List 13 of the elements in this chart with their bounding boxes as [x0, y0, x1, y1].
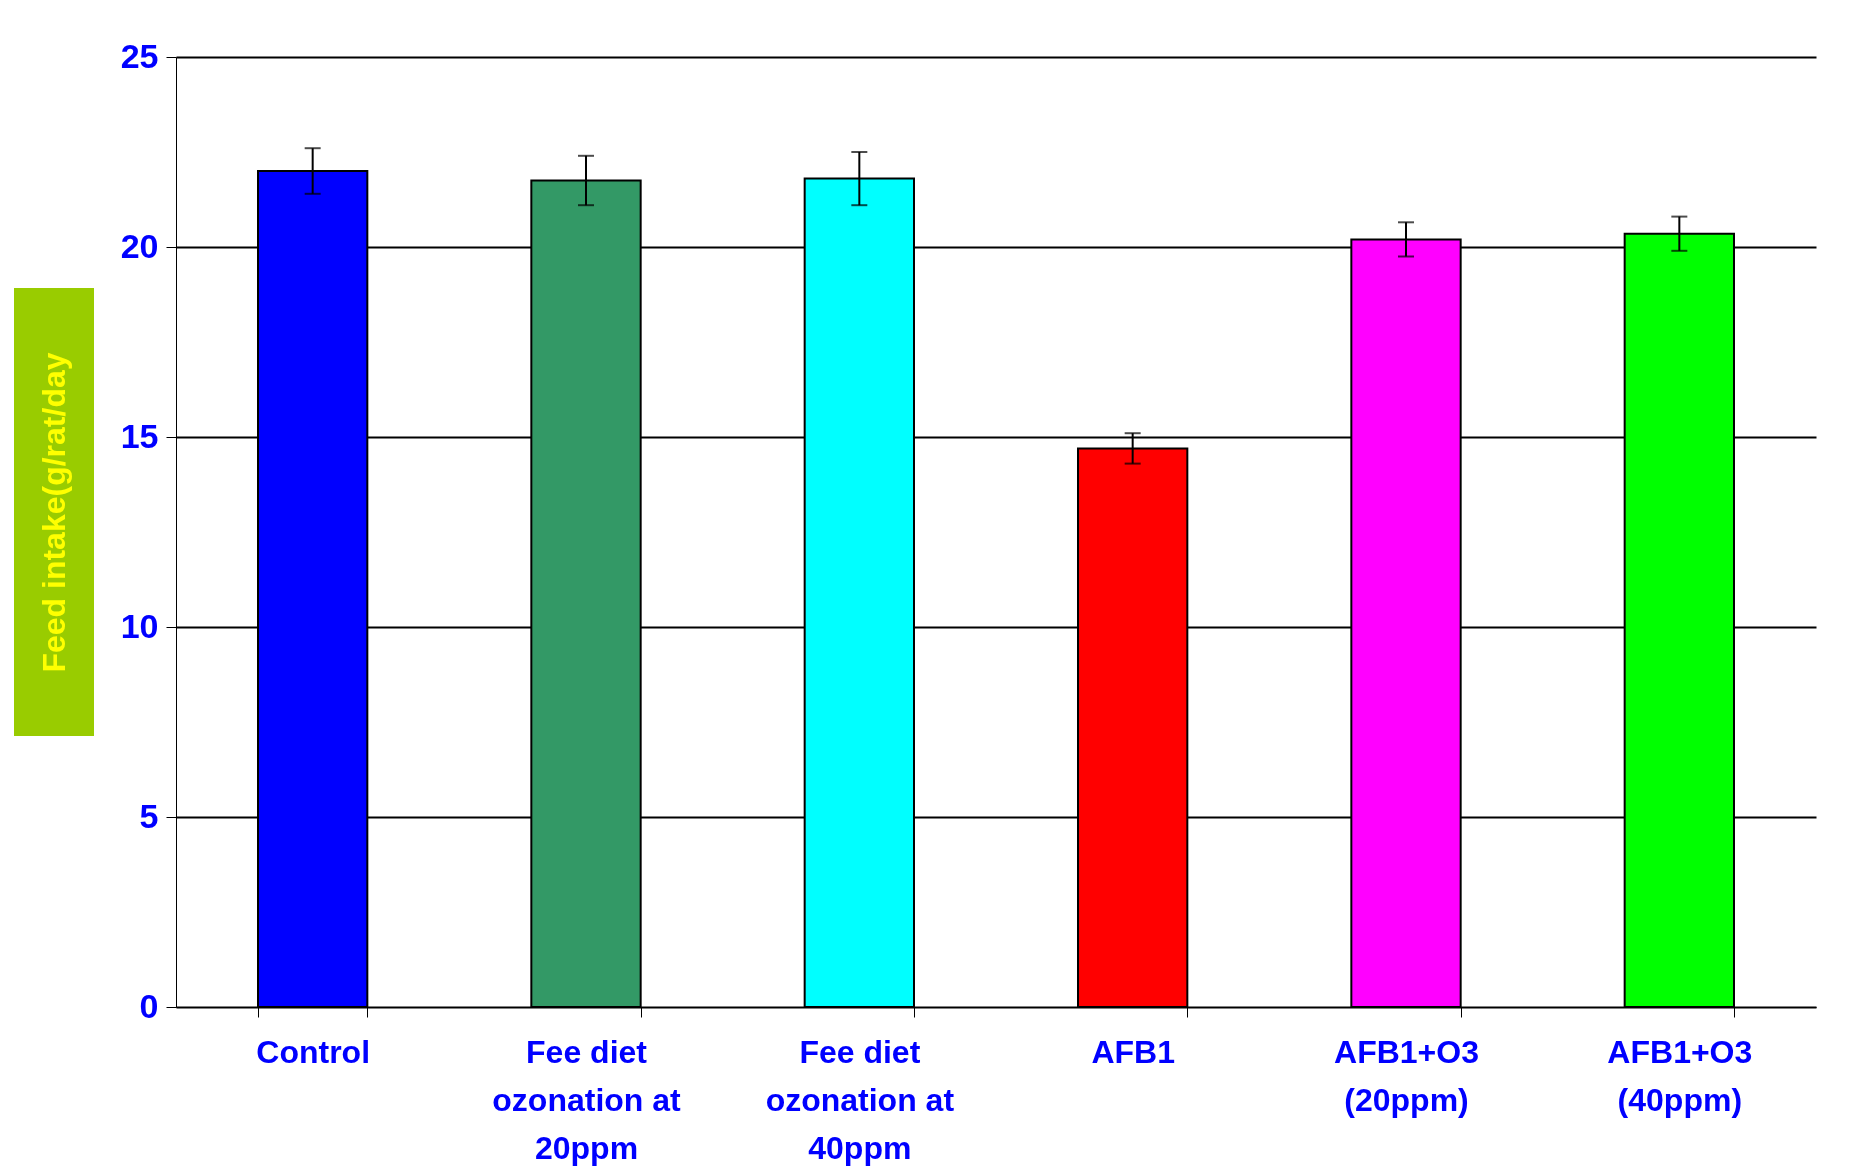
- y-tick-label: 25: [120, 36, 159, 75]
- x-tick-label: Fee diet ozonation at 40ppm: [765, 1033, 955, 1166]
- y-axis-title: Feed intake(g/rat/day: [35, 351, 73, 673]
- x-tick-label: AFB1+O3 (20ppm): [1334, 1033, 1479, 1118]
- y-tick-label: 20: [120, 226, 159, 265]
- x-tick-label: Fee diet ozonation at 20ppm: [492, 1033, 682, 1166]
- y-tick-label: 15: [120, 416, 159, 455]
- y-tick-label: 10: [120, 606, 159, 645]
- y-tick-label: 5: [139, 796, 159, 835]
- x-tick-label: Control: [256, 1033, 371, 1070]
- x-tick-label: AFB1+O3 (40ppm): [1607, 1033, 1753, 1118]
- y-tick-label: 0: [139, 986, 159, 1025]
- x-tick-label: AFB1: [1091, 1033, 1175, 1070]
